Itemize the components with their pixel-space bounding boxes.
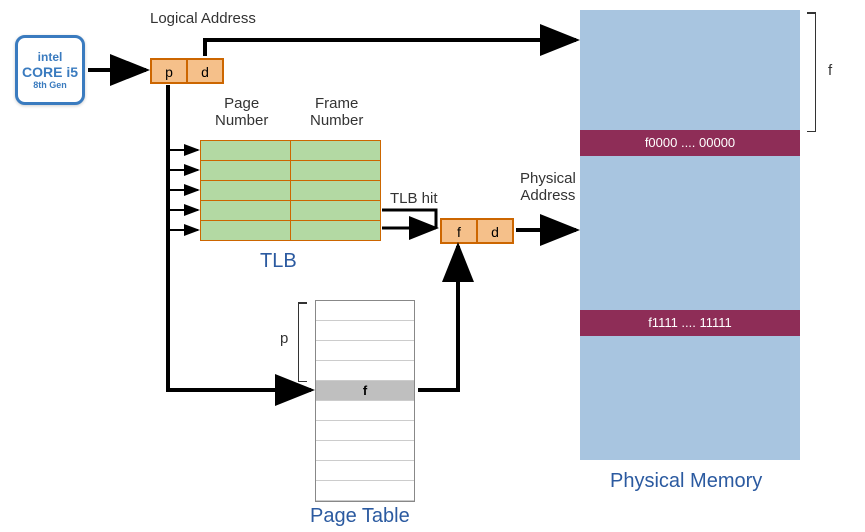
page-table-entry: f (316, 381, 414, 401)
phys-band-lo: f0000 .... 00000 (580, 130, 800, 156)
page-table-title: Page Table (310, 505, 410, 528)
physical-memory-title: Physical Memory (610, 470, 762, 493)
physical-address-box: f d (440, 218, 514, 244)
cpu-gen: 8th Gen (33, 80, 67, 90)
cpu-badge: intel CORE i5 8th Gen (15, 35, 85, 105)
page-number-label: Page Number (215, 95, 268, 129)
logical-address-box: p d (150, 58, 224, 84)
physical-address-label: Physical Address (520, 170, 576, 204)
cpu-model: CORE i5 (22, 64, 78, 80)
physical-memory: f0000 .... 00000 f1111 .... 11111 (580, 10, 800, 460)
pa-d-cell: d (477, 219, 513, 243)
f-bracket-label: f (828, 62, 832, 79)
tlb-table (200, 140, 381, 241)
phys-band-hi: f1111 .... 11111 (580, 310, 800, 336)
tlb-hit-label: TLB hit (390, 190, 438, 207)
la-p-cell: p (151, 59, 187, 83)
f-bracket (808, 12, 816, 132)
frame-number-label: Frame Number (310, 95, 363, 129)
pa-f-cell: f (441, 219, 477, 243)
la-d-cell: d (187, 59, 223, 83)
page-table: f (315, 300, 415, 502)
p-bracket (298, 302, 306, 382)
logical-address-label: Logical Address (150, 10, 256, 27)
cpu-brand: intel (38, 50, 63, 64)
p-index-label: p (280, 330, 288, 347)
tlb-title: TLB (260, 250, 297, 273)
